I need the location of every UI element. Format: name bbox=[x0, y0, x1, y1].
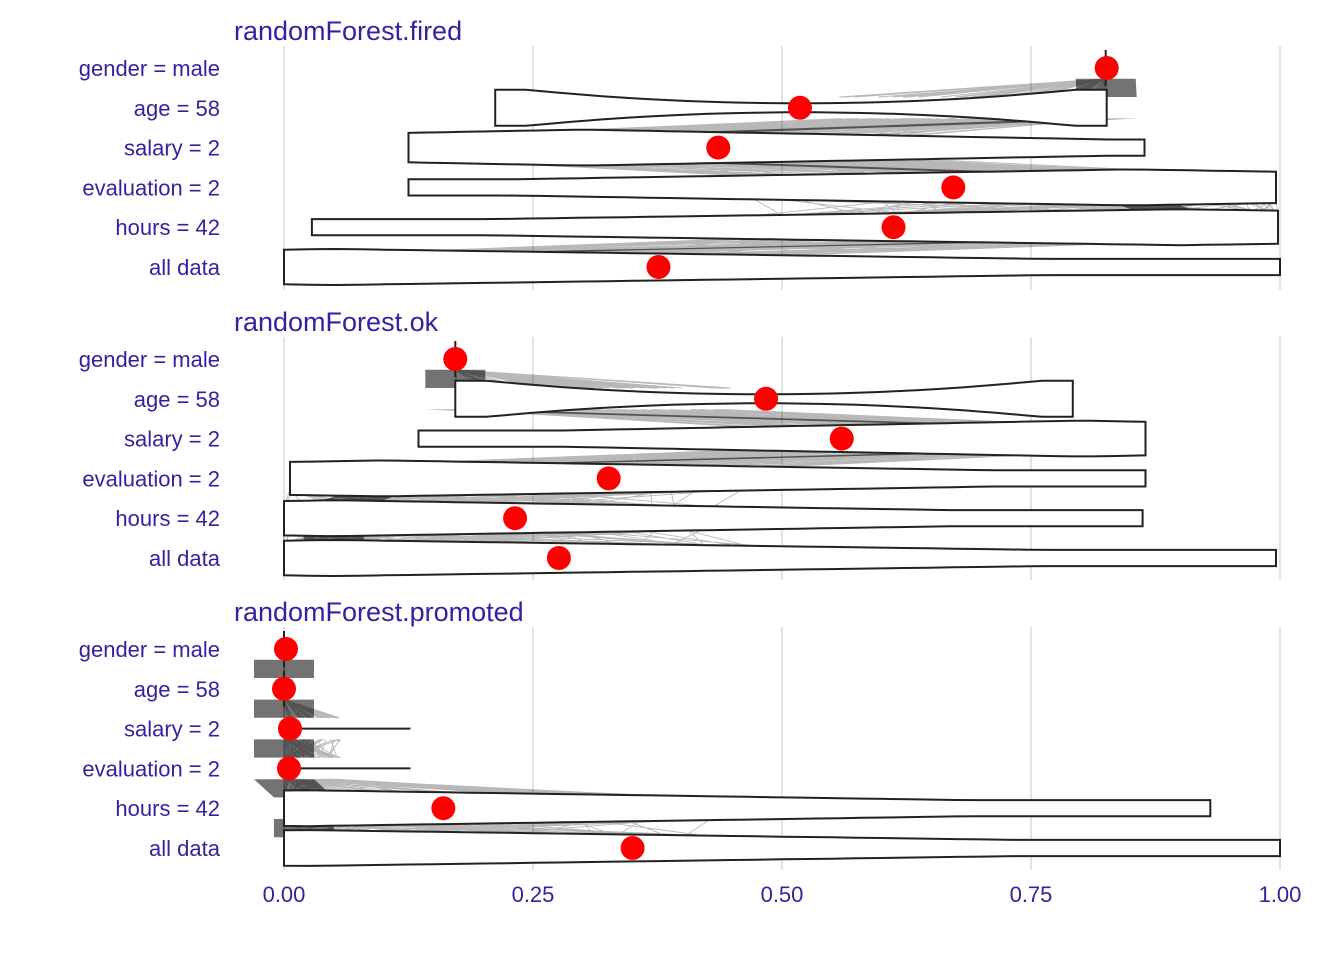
x-tick-label: 0.25 bbox=[512, 882, 555, 907]
variable-label: age = 58 bbox=[134, 387, 220, 412]
variable-label: gender = male bbox=[79, 637, 220, 662]
variable-label: salary = 2 bbox=[124, 717, 220, 742]
variable-label: hours = 42 bbox=[115, 215, 220, 240]
violin-shape bbox=[283, 829, 1281, 867]
variable-label: salary = 2 bbox=[124, 427, 220, 452]
trajectory-bundle bbox=[254, 699, 340, 719]
contribution-point bbox=[273, 637, 298, 661]
x-tick-label: 0.50 bbox=[761, 882, 804, 907]
violin-shape bbox=[283, 538, 1277, 578]
variable-label: hours = 42 bbox=[115, 796, 220, 821]
contribution-point bbox=[503, 506, 528, 531]
variable-label: hours = 42 bbox=[115, 506, 220, 531]
trajectory-bundle bbox=[254, 659, 314, 679]
variable-label: age = 58 bbox=[134, 96, 220, 121]
variable-label: evaluation = 2 bbox=[82, 756, 220, 781]
panel-2 bbox=[283, 631, 1281, 867]
variable-label: gender = male bbox=[79, 347, 220, 372]
x-tick-label: 0.00 bbox=[263, 882, 306, 907]
violin-shape bbox=[407, 168, 1277, 207]
point-layer bbox=[272, 56, 1119, 860]
contribution-point bbox=[272, 676, 296, 701]
violin-shape bbox=[283, 789, 1212, 828]
variable-label: evaluation = 2 bbox=[82, 175, 220, 200]
panel-title: randomForest.promoted bbox=[234, 597, 524, 627]
contribution-point bbox=[620, 836, 645, 860]
contribution-point bbox=[646, 255, 671, 279]
variable-label: all data bbox=[149, 546, 221, 571]
contribution-point bbox=[1094, 56, 1119, 80]
panel-0 bbox=[283, 50, 1281, 287]
contribution-point bbox=[787, 95, 812, 120]
violin-layer bbox=[283, 50, 1281, 867]
variable-label: all data bbox=[149, 836, 221, 861]
trajectory-core bbox=[254, 739, 314, 758]
panel-title: randomForest.fired bbox=[234, 16, 462, 46]
contribution-point bbox=[754, 386, 779, 411]
contribution-point bbox=[546, 546, 571, 570]
contribution-point bbox=[277, 716, 302, 741]
violin-shape bbox=[283, 247, 1281, 287]
variable-label: evaluation = 2 bbox=[82, 466, 220, 491]
violin-shape bbox=[417, 419, 1147, 458]
trajectory-core bbox=[254, 699, 314, 718]
x-tick-label: 0.75 bbox=[1010, 882, 1053, 907]
contribution-point bbox=[706, 135, 731, 160]
contribution-point bbox=[276, 756, 301, 781]
text-layer: randomForest.fired gender = male age = 58 s… bbox=[79, 16, 1302, 907]
contribution-point bbox=[596, 466, 621, 491]
violin-shape bbox=[283, 499, 1144, 538]
contribution-point bbox=[431, 796, 456, 821]
variable-label: age = 58 bbox=[134, 677, 220, 702]
x-tick-label: 1.00 bbox=[1259, 882, 1302, 907]
violin-shape bbox=[407, 128, 1146, 167]
contribution-point bbox=[881, 215, 906, 240]
variable-label: gender = male bbox=[79, 56, 220, 81]
contribution-point bbox=[829, 426, 854, 451]
contribution-point bbox=[443, 347, 468, 371]
trajectory-core bbox=[254, 659, 314, 678]
contribution-point bbox=[941, 175, 966, 200]
violin-shape bbox=[289, 459, 1147, 498]
variable-label: all data bbox=[149, 255, 221, 280]
panel-1 bbox=[283, 341, 1277, 578]
violin-shape bbox=[310, 208, 1279, 247]
trajectory-bundle bbox=[254, 738, 341, 759]
variable-label: salary = 2 bbox=[124, 136, 220, 161]
panel-title: randomForest.ok bbox=[234, 307, 439, 337]
